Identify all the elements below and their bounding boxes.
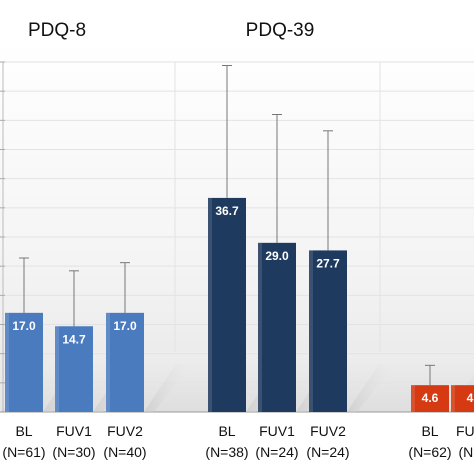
bar — [451, 385, 474, 412]
labels: PDQ-8 17.0 BL (N=61) 14.7 FUV1 (N=30) 17.0 FUV2 (… — [2, 20, 474, 460]
category-label: FUV — [456, 423, 474, 439]
bar-shadow — [347, 364, 395, 412]
bar — [309, 250, 347, 412]
data-label: 27.7 — [316, 256, 340, 270]
bar — [208, 197, 246, 412]
n-label: (N=38) — [205, 444, 248, 460]
category-label: FUV1 — [259, 423, 295, 439]
bar — [106, 312, 144, 412]
category-label: FUV2 — [107, 423, 143, 439]
bar-highlight — [55, 326, 59, 412]
data-label: 14.7 — [62, 332, 86, 346]
data-label: 29.0 — [265, 249, 289, 263]
bar-highlight — [106, 312, 110, 412]
n-label: (N=40) — [103, 444, 146, 460]
category-label: BL — [218, 423, 235, 439]
bar-shadow — [144, 364, 192, 412]
panel-title: PDQ-39 — [246, 20, 315, 41]
data-label: 17.0 — [113, 319, 137, 333]
n-label: (N=24) — [255, 444, 298, 460]
n-label: (N= — [459, 444, 474, 460]
bar-highlight — [258, 242, 262, 412]
category-label: FUV1 — [56, 423, 92, 439]
bar-highlight — [208, 197, 212, 412]
category-label: BL — [421, 423, 438, 439]
bar — [55, 326, 93, 412]
bar-highlight — [411, 385, 415, 412]
bar — [5, 312, 43, 412]
data-label: 36.7 — [215, 204, 239, 218]
bar — [411, 385, 449, 412]
category-label: FUV2 — [310, 423, 346, 439]
bar-highlight — [451, 385, 455, 412]
bar — [258, 242, 296, 412]
bar-highlight — [5, 312, 9, 412]
n-label: (N=61) — [2, 444, 45, 460]
data-label: 4 — [467, 391, 474, 405]
n-label: (N=30) — [52, 444, 95, 460]
panel-title: PDQ-8 — [28, 20, 86, 41]
bar-highlight — [309, 250, 313, 412]
bars — [5, 65, 474, 412]
n-label: (N=62) — [408, 444, 451, 460]
data-label: 17.0 — [12, 319, 36, 333]
n-label: (N=24) — [306, 444, 349, 460]
category-label: BL — [15, 423, 32, 439]
data-label: 4.6 — [422, 391, 439, 405]
